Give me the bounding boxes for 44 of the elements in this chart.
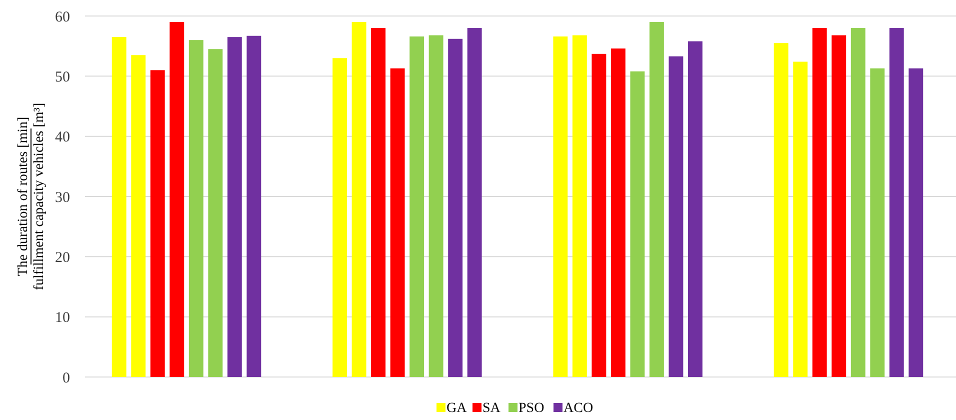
legend-label: SA — [482, 401, 502, 416]
bar — [793, 62, 808, 377]
y-tick-label: 60 — [55, 9, 70, 26]
bar — [448, 38, 463, 377]
bar — [889, 28, 904, 377]
bar — [208, 49, 223, 377]
y-axis-title: The duration of routes [min] fulfillment capacity vehicles [m³] — [16, 102, 47, 290]
bar — [428, 35, 444, 377]
bar — [610, 48, 626, 377]
bar — [832, 35, 846, 377]
bar — [246, 36, 262, 377]
bar — [774, 43, 788, 377]
bar — [812, 28, 827, 377]
legend-label: PSO — [518, 401, 544, 416]
y-tick-label: 40 — [55, 130, 70, 146]
bar — [850, 28, 866, 377]
bar — [908, 68, 924, 377]
legend-label: GA — [446, 401, 468, 416]
bar — [870, 68, 885, 377]
bar — [553, 36, 568, 377]
bar — [170, 22, 184, 377]
bar — [410, 36, 424, 377]
bar — [150, 70, 165, 377]
bar — [467, 28, 482, 377]
bar — [668, 56, 684, 377]
bar — [390, 68, 405, 377]
bar — [131, 55, 146, 377]
bar — [688, 41, 702, 377]
bar — [112, 37, 126, 377]
y-tick-label: 10 — [55, 310, 70, 326]
bar — [630, 71, 645, 377]
bar — [352, 22, 366, 377]
y-tick-label: 50 — [55, 69, 70, 86]
legend-label: ACO — [564, 401, 594, 416]
bar — [332, 58, 347, 377]
y-tick-label: 30 — [55, 190, 70, 206]
y-tick-label: 20 — [55, 250, 70, 266]
bar — [572, 35, 587, 377]
bar — [227, 37, 242, 377]
bar — [592, 54, 606, 377]
bar — [371, 28, 386, 377]
bar — [188, 40, 204, 377]
y-tick-label: 0 — [62, 370, 70, 386]
bar — [649, 22, 664, 377]
